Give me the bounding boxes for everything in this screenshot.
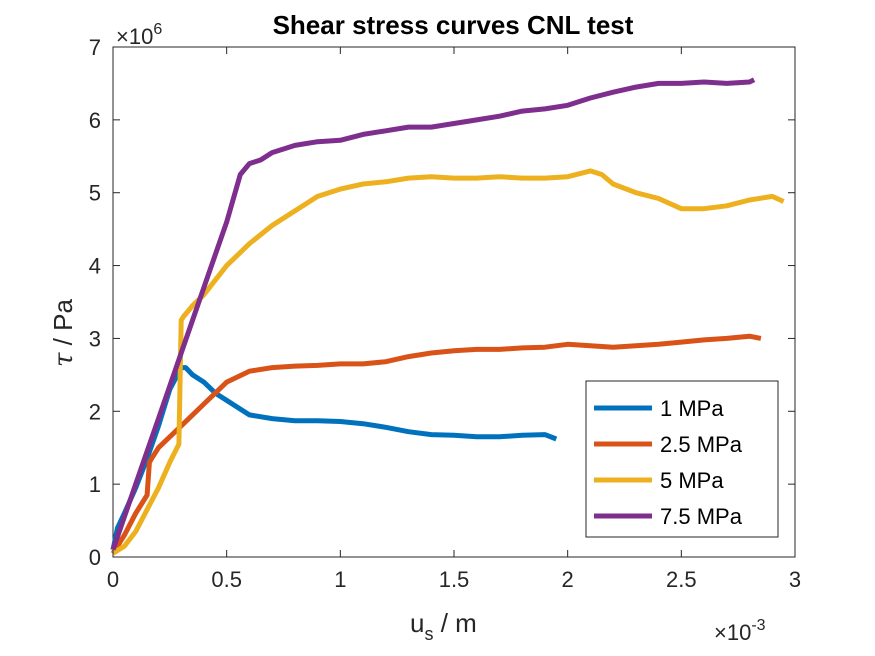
y-tick-label: 1 bbox=[89, 472, 101, 497]
ticks-layer: 0 0.5 1 1.5 2 2.5 3 0 1 2 3 4 5 6 7 bbox=[89, 35, 801, 592]
legend-label: 2.5 MPa bbox=[660, 432, 743, 457]
x-tick-label: 0 bbox=[107, 567, 119, 592]
x-tick-label: 1 bbox=[334, 567, 346, 592]
y-tick-label: 7 bbox=[89, 35, 101, 60]
series-line-5-mpa bbox=[111, 168, 785, 556]
x-tick-label: 0.5 bbox=[211, 567, 242, 592]
series-layer bbox=[110, 77, 785, 556]
x-tick-label: 3 bbox=[789, 567, 801, 592]
y-tick-label: 6 bbox=[89, 108, 101, 133]
y-tick-label: 3 bbox=[89, 326, 101, 351]
y-tick-label: 5 bbox=[89, 181, 101, 206]
chart-title: Shear stress curves CNL test bbox=[273, 10, 634, 40]
y-tick-label: 0 bbox=[89, 545, 101, 570]
legend-label: 5 MPa bbox=[660, 468, 724, 493]
x-tick-label: 1.5 bbox=[439, 567, 470, 592]
y-multiplier: ×106 bbox=[116, 21, 162, 49]
x-axis-label: us / m bbox=[410, 608, 477, 644]
x-multiplier: ×10-3 bbox=[714, 617, 766, 645]
series-line-7-5-mpa bbox=[110, 77, 756, 551]
y-tick-label: 2 bbox=[89, 399, 101, 424]
y-tick-label: 4 bbox=[89, 254, 101, 279]
series-line-2-5-mpa bbox=[110, 333, 762, 555]
legend-label: 1 MPa bbox=[660, 396, 724, 421]
x-tick-label: 2.5 bbox=[666, 567, 697, 592]
y-axis-label: τ / Pa bbox=[48, 299, 79, 367]
x-tick-label: 2 bbox=[562, 567, 574, 592]
legend: 1 MPa 2.5 MPa 5 MPa 7.5 MPa bbox=[585, 380, 779, 538]
legend-label: 7.5 MPa bbox=[660, 504, 743, 529]
